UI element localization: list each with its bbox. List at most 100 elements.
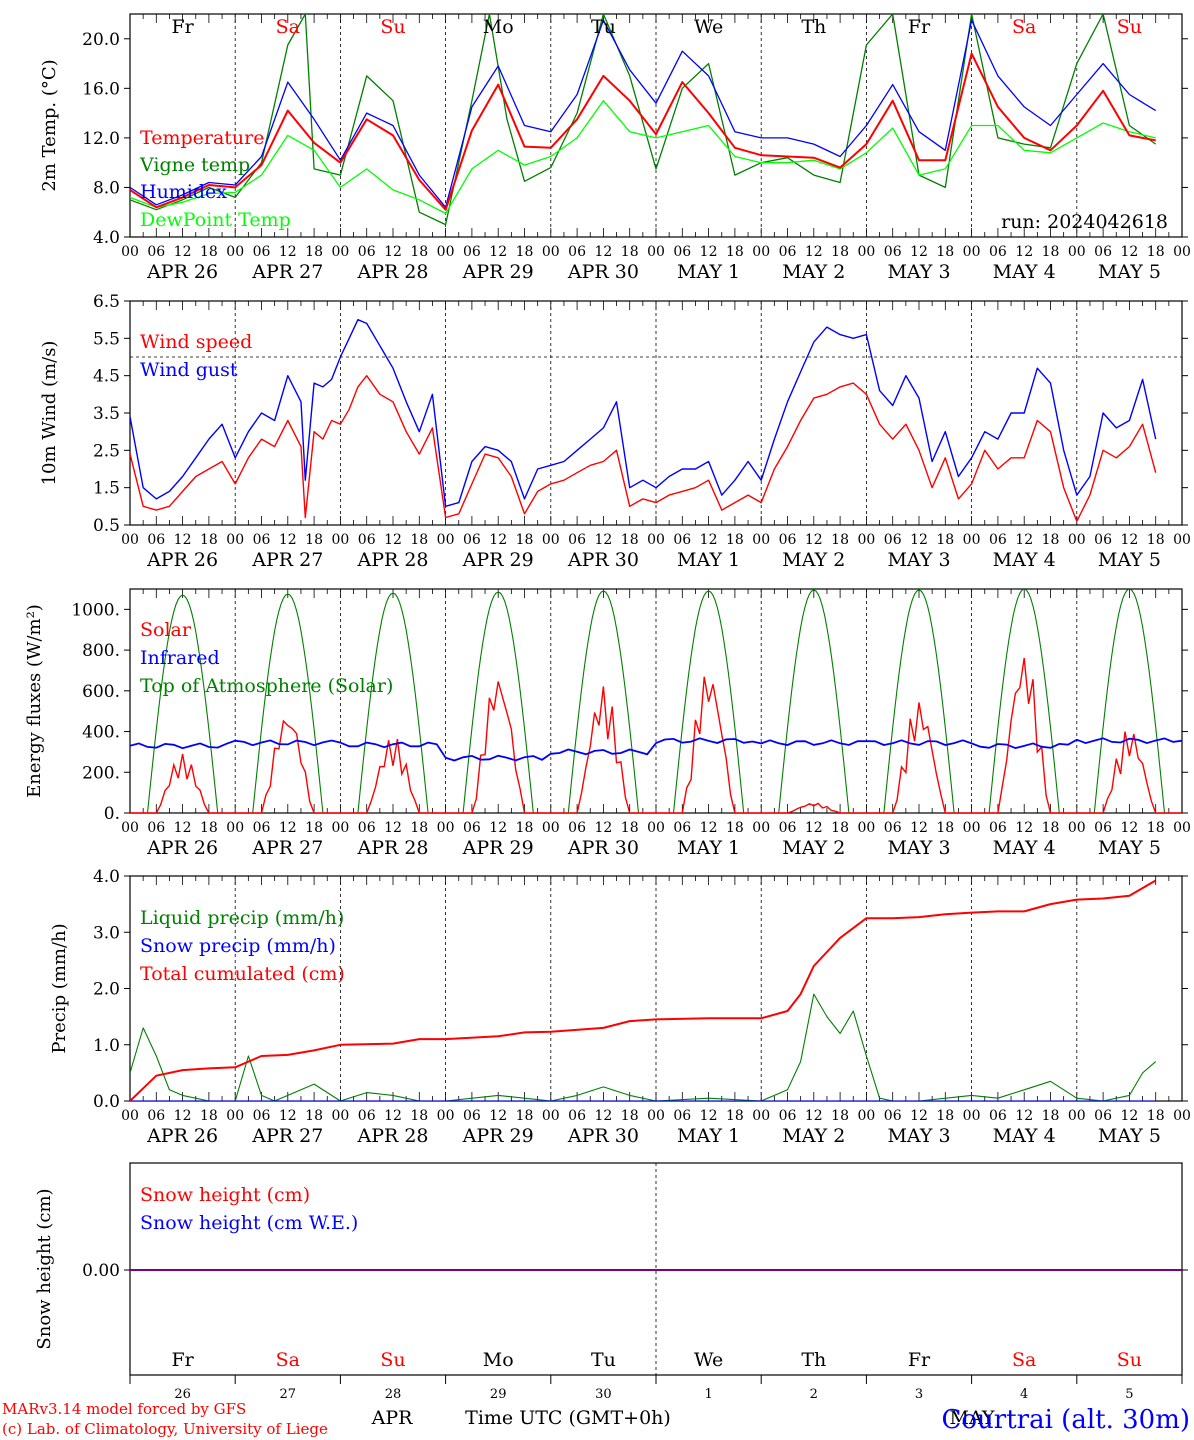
date-label: MAY 1 — [677, 261, 740, 283]
day-number-label: 27 — [280, 1387, 297, 1402]
day-number-label: 5 — [1125, 1387, 1133, 1402]
day-number-label: 3 — [915, 1387, 923, 1402]
legend-label: Humidex — [140, 181, 227, 203]
hour-tick-label: 00 — [226, 1108, 244, 1124]
weekday-label: Sa — [1012, 1349, 1036, 1371]
day-number-label: 2 — [810, 1387, 818, 1402]
hour-tick-label: 06 — [779, 244, 797, 260]
hour-tick-label: 12 — [1015, 820, 1033, 836]
hour-tick-label: 06 — [779, 820, 797, 836]
hour-tick-label: 00 — [331, 1108, 349, 1124]
hour-tick-label: 06 — [673, 532, 691, 548]
hour-tick-label: 12 — [700, 1108, 718, 1124]
y-tick-label: 0.00 — [82, 1261, 120, 1281]
hour-tick-label: 12 — [910, 820, 928, 836]
date-label: APR 27 — [251, 549, 323, 571]
hour-tick-label: 12 — [174, 1108, 192, 1124]
date-label: MAY 5 — [1098, 261, 1161, 283]
hour-tick-label: 12 — [805, 244, 823, 260]
hour-tick-label: 06 — [1094, 532, 1112, 548]
hour-tick-label: 18 — [1147, 820, 1165, 836]
hour-tick-label: 12 — [174, 820, 192, 836]
legend-label: Wind speed — [140, 331, 252, 353]
hour-tick-label: 06 — [779, 532, 797, 548]
hour-tick-label: 06 — [568, 820, 586, 836]
hour-tick-label: 00 — [752, 1108, 770, 1124]
hour-tick-label: 18 — [936, 244, 954, 260]
hour-tick-label: 18 — [936, 532, 954, 548]
date-label: MAY 2 — [782, 261, 845, 283]
hour-tick-label: 18 — [621, 820, 639, 836]
hour-tick-label: 00 — [542, 1108, 560, 1124]
hour-tick-label: 18 — [831, 244, 849, 260]
y-tick-label: 2.5 — [93, 441, 120, 461]
toa-solar-arch — [672, 590, 745, 813]
toa-solar-arch — [1093, 589, 1166, 813]
date-label: APR 27 — [251, 261, 323, 283]
weekday-label: Su — [1117, 1349, 1142, 1371]
date-label: APR 29 — [462, 261, 534, 283]
legend-label: Wind gust — [140, 359, 238, 381]
y-tick-label: 1.0 — [93, 1036, 120, 1056]
panels-layer: 4.08.012.016.020.02m Temp. (°C)Fr Sa Su Mo T… — [24, 13, 1191, 1429]
weekday-label: Su — [380, 1349, 405, 1371]
date-label: APR 26 — [146, 549, 218, 571]
y-axis-label: Energy fluxes (W/m²) — [24, 604, 45, 798]
series-line — [130, 100, 1156, 215]
month-label: MAY — [950, 1407, 995, 1429]
date-label: MAY 1 — [677, 837, 740, 859]
solar-line — [130, 657, 1182, 813]
y-tick-label: 3.5 — [93, 404, 120, 424]
y-tick-label: 1000. — [71, 600, 120, 620]
hour-tick-label: 00 — [542, 820, 560, 836]
hour-tick-label: 00 — [647, 244, 665, 260]
y-tick-label: 4.0 — [93, 228, 120, 248]
date-label: MAY 3 — [887, 1125, 950, 1147]
toa-solar-arch — [778, 589, 850, 813]
hour-tick-label: 00 — [1173, 1108, 1191, 1124]
toa-solar-arch — [462, 591, 534, 813]
hour-tick-label: 06 — [463, 820, 481, 836]
y-tick-label: 200. — [82, 763, 120, 783]
y-tick-label: 20.0 — [82, 30, 120, 50]
weekday-label: Su — [380, 16, 405, 38]
hour-tick-label: 12 — [384, 532, 402, 548]
hour-tick-label: 12 — [489, 532, 507, 548]
data-layer — [130, 319, 1157, 522]
hour-tick-label: 12 — [805, 532, 823, 548]
date-label: APR 29 — [462, 837, 534, 859]
date-label: APR 27 — [251, 837, 323, 859]
hour-tick-label: 00 — [226, 244, 244, 260]
hour-tick-label: 12 — [384, 244, 402, 260]
hour-tick-label: 00 — [121, 1108, 139, 1124]
hour-tick-label: 18 — [305, 244, 323, 260]
legend-label: Total cumulated (cm) — [140, 963, 345, 985]
panel-4: 0.0 1.0 2.0 3.0 4.0 Precip (mm/h) 00 06 12 18 00 06… — [49, 867, 1191, 1147]
weekday-label: Sa — [276, 16, 300, 38]
legend-label: Snow height (cm) — [140, 1184, 310, 1206]
infrared-line — [130, 737, 1182, 762]
y-tick-label: 400. — [82, 723, 120, 743]
hour-tick-label: 12 — [489, 244, 507, 260]
weekday-label: Th — [801, 1349, 826, 1371]
credit-line-2: (c) Lab. of Climatology, University of L… — [2, 1420, 328, 1438]
hour-tick-label: 06 — [989, 244, 1007, 260]
hour-tick-label: 00 — [331, 244, 349, 260]
y-tick-label: 16.0 — [82, 79, 120, 99]
hour-tick-label: 00 — [331, 820, 349, 836]
hour-tick-label: 06 — [147, 820, 165, 836]
hour-tick-label: 06 — [673, 1108, 691, 1124]
hour-tick-label: 18 — [516, 1108, 534, 1124]
day-number-label: 4 — [1020, 1387, 1028, 1402]
date-label: MAY 3 — [887, 837, 950, 859]
y-tick-label: 0.0 — [93, 1092, 120, 1112]
run-label: run: 2024042618 — [1001, 211, 1168, 233]
hour-tick-label: 00 — [1068, 820, 1086, 836]
weekday-label: Tu — [591, 16, 616, 38]
legend-label: Snow precip (mm/h) — [140, 935, 336, 957]
hour-tick-label: 18 — [621, 1108, 639, 1124]
y-axis-label: Precip (mm/h) — [49, 923, 70, 1053]
hour-tick-label: 18 — [1042, 1108, 1060, 1124]
hour-tick-label: 18 — [726, 244, 744, 260]
hour-tick-label: 18 — [200, 244, 218, 260]
